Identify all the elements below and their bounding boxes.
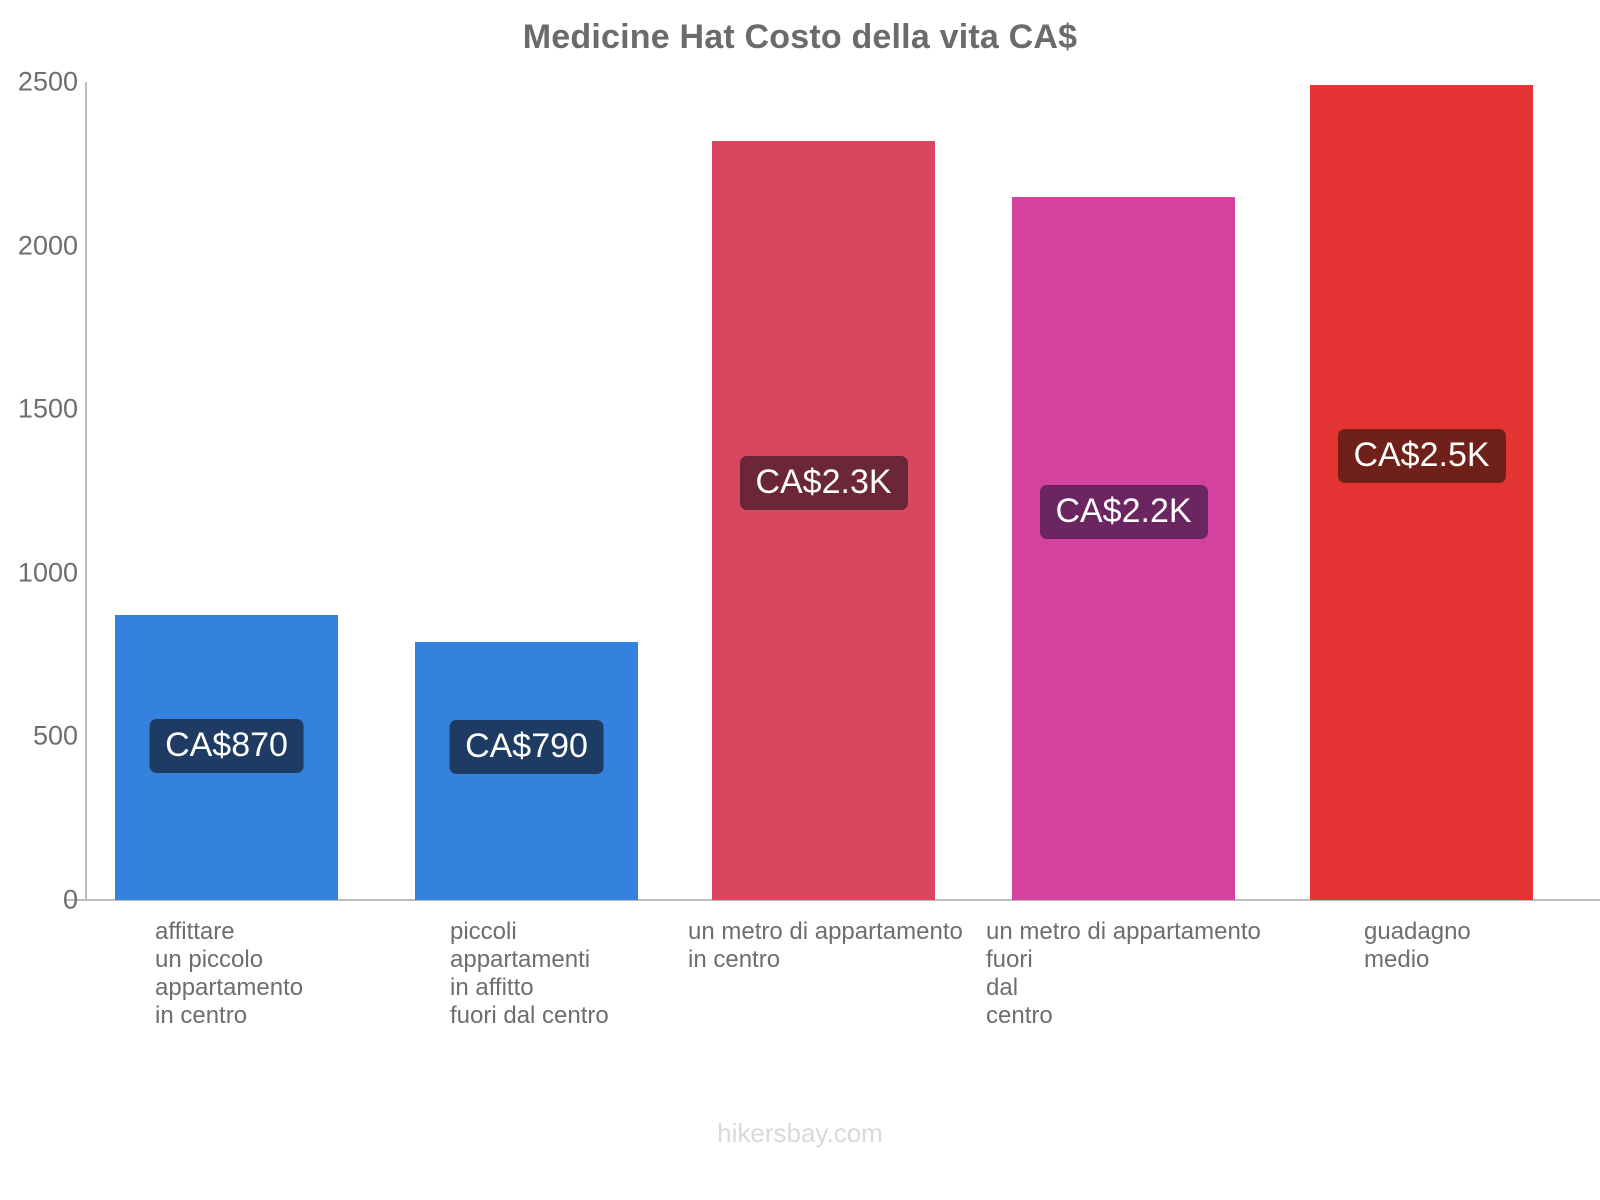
y-tick-0: 0 [62,884,78,915]
bar-value-label: CA$2.2K [1039,484,1208,539]
bar-rect [712,141,935,900]
bar-rect [1310,85,1533,900]
bar-affittare-piccolo-appartamento-centro[interactable]: CA$870 [115,615,338,900]
y-tick-1000: 1000 [17,557,78,588]
chart-title: Medicine Hat Costo della vita CA$ [522,18,1078,56]
x-label-metro-appartamento-centro: un metro di appartamento in centro [688,918,963,973]
x-label-affittare-piccolo-appartamento-centro: affittare un piccolo appartamento in cen… [155,918,304,1029]
y-tick-500: 500 [32,720,78,751]
y-axis-line [85,82,87,900]
x-label-metro-appartamento-fuori-centro: un metro di appartamento fuori dal centr… [986,918,1261,1029]
bar-value-label: CA$790 [449,719,604,774]
bar-guadagno-medio[interactable]: CA$2.5K [1310,85,1533,900]
bar-rect [1012,196,1235,900]
x-axis-category-labels: affittare un piccolo appartamento in cen… [0,918,1600,1058]
bar-value-label: CA$2.3K [739,456,908,510]
x-label-guadagno-medio: guadagno medio [1364,918,1471,973]
bar-value-label: CA$870 [149,719,304,774]
y-tick-2000: 2000 [17,230,78,261]
footer-attribution: hikersbay.com [717,1118,883,1148]
y-axis-tick-labels: 0 500 1000 1500 2000 2500 [0,0,78,1200]
bar-metro-appartamento-fuori-centro[interactable]: CA$2.2K [1012,196,1235,900]
bar-metro-appartamento-centro[interactable]: CA$2.3K [712,141,935,900]
x-label-piccoli-appartamenti-fuori-centro: piccoli appartamenti in affitto fuori da… [450,918,609,1029]
bar-piccoli-appartamenti-fuori-centro[interactable]: CA$790 [415,641,638,900]
x-axis-baseline [66,899,1600,901]
y-tick-2500: 2500 [17,66,78,97]
y-tick-1500: 1500 [17,393,78,424]
bar-value-label: CA$2.5K [1337,429,1506,484]
